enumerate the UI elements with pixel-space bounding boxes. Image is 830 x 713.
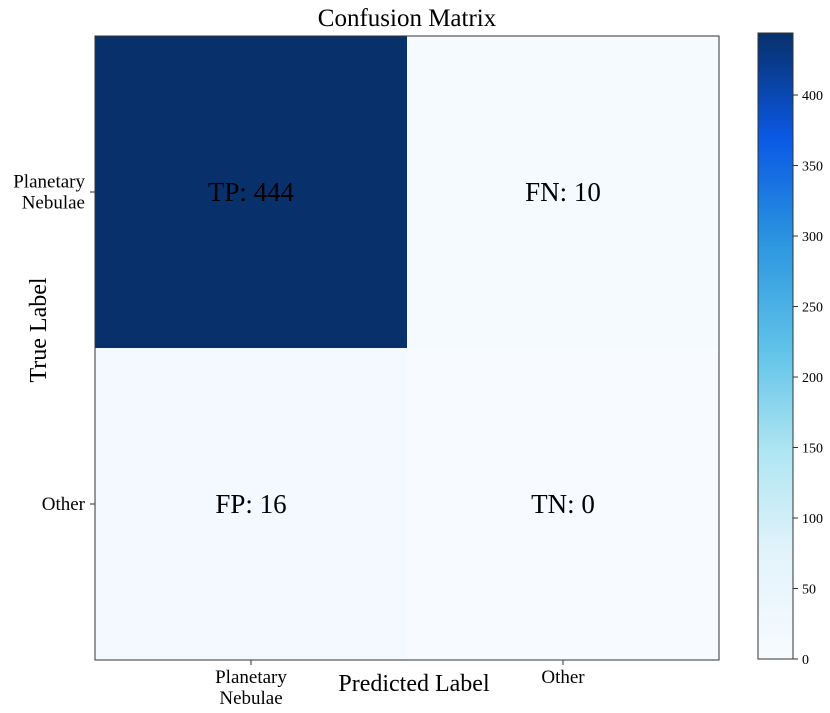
y-tick-label: Other <box>42 494 86 515</box>
matrix-cell <box>407 36 719 348</box>
colorbar-tick-label: 50 <box>802 583 816 598</box>
x-tick-label: Planetary Nebulae <box>215 667 287 709</box>
colorbar-ticks: 0 50 100 150 200 250 300 350 400 <box>793 89 823 668</box>
colorbar <box>757 32 794 660</box>
colorbar-tick-label: 200 <box>802 371 823 386</box>
y-axis-label: True Label <box>26 277 52 382</box>
chart-title: Confusion Matrix <box>318 5 497 32</box>
plot-frame <box>94 35 720 661</box>
cell-value-label: FN: 10 <box>525 177 601 207</box>
cell-value-label: FP: 16 <box>215 489 286 519</box>
cell-value-label: TN: 0 <box>531 489 595 519</box>
colorbar-tick-label: 300 <box>802 230 823 245</box>
colorbar-tick-label: 400 <box>802 89 823 104</box>
colorbar-tick-label: 250 <box>802 301 823 316</box>
x-axis-label: Predicted Label <box>338 671 490 697</box>
colorbar-tick-label: 0 <box>802 653 809 668</box>
x-tick-label: Other <box>541 667 585 688</box>
matrix-cell <box>95 348 407 660</box>
y-tick-labels: Planetary Nebulae Other <box>13 172 95 515</box>
matrix-cell <box>407 348 719 660</box>
colorbar-tick-label: 350 <box>802 160 823 175</box>
y-tick-label: Planetary Nebulae <box>13 172 85 214</box>
colorbar-tick-label: 100 <box>802 512 823 527</box>
x-tick-labels: Planetary Nebulae Other <box>215 660 585 709</box>
colorbar-tick-label: 150 <box>802 442 823 457</box>
cell-value-label: TP: 444 <box>208 177 295 207</box>
matrix-cells: TP: 444 FN: 10 FP: 16 TN: 0 <box>95 36 719 660</box>
matrix-cell <box>95 36 407 348</box>
